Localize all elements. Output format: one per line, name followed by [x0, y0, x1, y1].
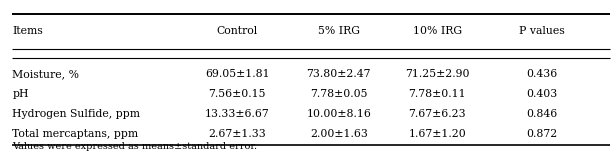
Text: 10.00±8.16: 10.00±8.16 — [306, 109, 371, 119]
Text: pH: pH — [12, 89, 29, 99]
Text: 2.67±1.33: 2.67±1.33 — [208, 129, 266, 139]
Text: Items: Items — [12, 26, 43, 36]
Text: Moisture, %: Moisture, % — [12, 69, 79, 79]
Text: Values were expressed as means±standard error.: Values were expressed as means±standard … — [12, 142, 257, 151]
Text: 7.78±0.05: 7.78±0.05 — [310, 89, 368, 99]
Text: 5% IRG: 5% IRG — [318, 26, 360, 36]
Text: 7.67±6.23: 7.67±6.23 — [408, 109, 466, 119]
Text: 7.78±0.11: 7.78±0.11 — [408, 89, 466, 99]
Text: 10% IRG: 10% IRG — [413, 26, 462, 36]
Text: 71.25±2.90: 71.25±2.90 — [405, 69, 469, 79]
Text: P values: P values — [519, 26, 565, 36]
Text: Total mercaptans, ppm: Total mercaptans, ppm — [12, 129, 139, 139]
Text: 13.33±6.67: 13.33±6.67 — [205, 109, 270, 119]
Text: 0.872: 0.872 — [527, 129, 557, 139]
Text: 0.846: 0.846 — [527, 109, 557, 119]
Text: 69.05±1.81: 69.05±1.81 — [205, 69, 269, 79]
Text: 2.00±1.63: 2.00±1.63 — [310, 129, 368, 139]
Text: Hydrogen Sulfide, ppm: Hydrogen Sulfide, ppm — [12, 109, 140, 119]
Text: 0.403: 0.403 — [527, 89, 557, 99]
Text: 0.436: 0.436 — [527, 69, 557, 79]
Text: 1.67±1.20: 1.67±1.20 — [408, 129, 466, 139]
Text: Control: Control — [217, 26, 257, 36]
Text: 73.80±2.47: 73.80±2.47 — [307, 69, 371, 79]
Text: 7.56±0.15: 7.56±0.15 — [208, 89, 266, 99]
